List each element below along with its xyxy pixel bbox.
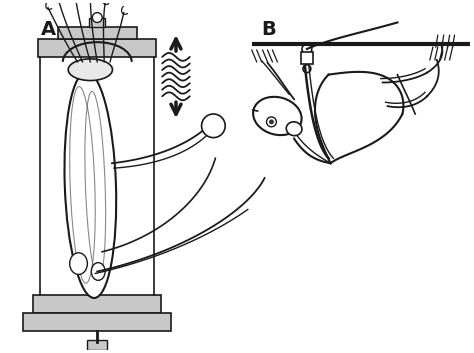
Text: B: B	[262, 20, 276, 40]
FancyBboxPatch shape	[23, 313, 171, 330]
FancyBboxPatch shape	[87, 340, 107, 350]
Ellipse shape	[91, 263, 105, 280]
Circle shape	[92, 13, 102, 23]
FancyBboxPatch shape	[301, 52, 313, 64]
Ellipse shape	[253, 97, 301, 135]
FancyBboxPatch shape	[33, 295, 161, 313]
FancyBboxPatch shape	[38, 39, 156, 57]
FancyBboxPatch shape	[58, 28, 137, 39]
Circle shape	[201, 114, 225, 138]
Circle shape	[269, 119, 274, 124]
Circle shape	[266, 117, 276, 127]
FancyBboxPatch shape	[90, 18, 105, 28]
Ellipse shape	[68, 59, 112, 80]
Ellipse shape	[70, 253, 87, 274]
Ellipse shape	[64, 72, 116, 298]
Ellipse shape	[286, 122, 302, 136]
Text: A: A	[41, 20, 56, 40]
